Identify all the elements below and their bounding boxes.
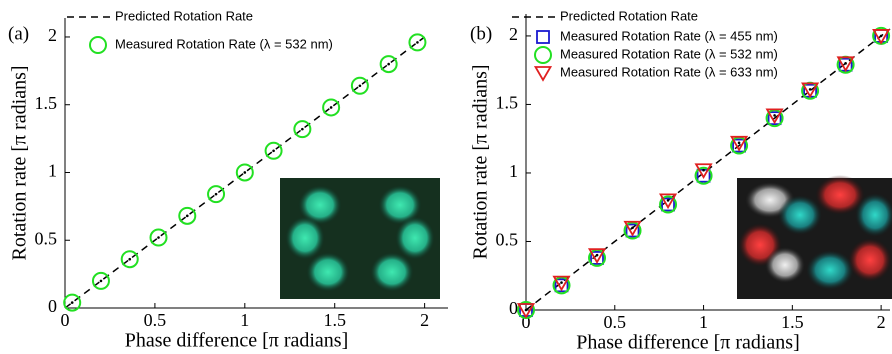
legend-swatch (535, 47, 551, 63)
y-tick-label: 2 (48, 25, 57, 45)
legend-label: Predicted Rotation Rate (560, 8, 698, 23)
legend-label: Measured Rotation Rate (λ = 455 nm) (560, 28, 778, 43)
x-tick-label: 0.5 (144, 310, 167, 330)
panel-label: (b) (470, 23, 492, 44)
center-dot (157, 236, 160, 239)
y-axis-label: Rotation rate [π radians] (470, 64, 492, 259)
x-axis-label: Phase difference [π radians] (125, 330, 349, 352)
y-tick-label: 1.5 (35, 93, 58, 113)
y-tick-label: 0.5 (35, 228, 58, 248)
legend-label: Measured Rotation Rate (λ = 532 nm) (560, 46, 778, 61)
x-tick-label: 2 (877, 312, 886, 332)
inset-image-b (737, 175, 892, 299)
x-tick-label: 1 (240, 310, 249, 330)
x-tick-label: 1.5 (323, 310, 346, 330)
center-dot (525, 309, 528, 312)
x-axis-label: Phase difference [π radians] (576, 332, 800, 354)
center-dot (738, 142, 741, 145)
y-tick-label: 0.5 (496, 230, 519, 250)
center-dot (631, 226, 634, 229)
center-dot (330, 106, 333, 109)
center-dot (244, 171, 247, 174)
legend-swatch (90, 37, 106, 53)
center-dot (215, 193, 218, 196)
x-tick-label: 1.5 (781, 312, 804, 332)
center-dot (71, 301, 74, 304)
center-dot (844, 62, 847, 65)
center-dot (100, 280, 103, 283)
center-dot (359, 84, 362, 87)
center-dot (809, 88, 812, 91)
y-axis-label: Rotation rate [π radians] (9, 65, 31, 260)
y-tick-label: 1 (48, 161, 57, 181)
legend-label: Predicted Rotation Rate (115, 8, 253, 23)
inset-image-a (280, 178, 440, 299)
legend-label: Measured Rotation Rate (λ = 532 nm) (115, 36, 333, 51)
center-dot (301, 128, 304, 131)
panel-label: (a) (8, 23, 29, 44)
figure: (a) 0 0.5 1 1.5 2 0 0.5 1 1.5 2 Phase difference [π… (0, 0, 892, 354)
x-tick-label: 2 (420, 310, 429, 330)
x-tick-label: 0.5 (604, 312, 627, 332)
y-tick-label: 2 (509, 24, 518, 44)
x-tick-label: 1 (699, 312, 708, 332)
center-dot (773, 114, 776, 117)
center-dot (702, 169, 705, 172)
legend-swatch (537, 31, 549, 43)
y-tick-label: 1.5 (496, 93, 519, 113)
center-dot (596, 254, 599, 257)
page: {"chart_data": [ {"type": "line", "panel… (0, 0, 892, 354)
y-tick-label: 0 (48, 296, 57, 316)
y-tick-label: 1 (509, 161, 518, 181)
legend-label: Measured Rotation Rate (λ = 633 nm) (560, 64, 778, 79)
y-tick-label: 0 (509, 298, 518, 318)
center-dot (128, 258, 131, 261)
center-dot (416, 41, 419, 44)
center-dot (880, 35, 883, 38)
center-dot (186, 215, 189, 218)
legend-swatch (536, 67, 551, 80)
x-tick-label: 0 (61, 310, 70, 330)
center-dot (272, 150, 275, 153)
center-dot (667, 199, 670, 202)
center-dot (560, 281, 563, 284)
center-dot (387, 63, 390, 66)
